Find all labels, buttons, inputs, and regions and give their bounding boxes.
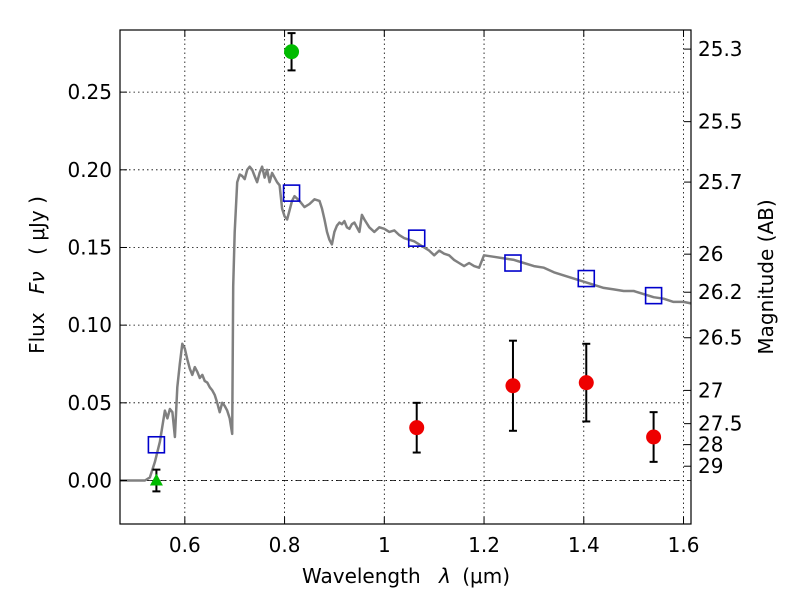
model-photometry-square	[577, 269, 596, 288]
model-photometry-square	[282, 184, 301, 202]
y2-tick-label: 28	[698, 433, 723, 457]
y-tick-label: 0.20	[67, 158, 112, 182]
observed-detection-point	[578, 375, 594, 391]
sed-model-curve	[120, 165, 692, 482]
y2-tick-label: 25.5	[698, 110, 743, 134]
model-photometry-square	[147, 435, 166, 454]
y-axis-label: Flux Fν ( μJy )	[25, 196, 49, 354]
x-tick-label: 1.6	[668, 533, 700, 557]
y-tick-label: 0.25	[67, 80, 112, 104]
y-axis-label-text: Flux	[25, 312, 49, 354]
grid	[120, 30, 691, 524]
y-tick-label: 0.05	[67, 391, 112, 415]
markers-layer	[147, 32, 663, 493]
y2-tick-label: 26	[698, 242, 723, 266]
y2-tick-label: 25.3	[698, 37, 743, 61]
observed-detection-point	[646, 429, 662, 445]
axes-layer: 0.6 0.8 1 1.2 1.4 1.6 0.00 0.05 0.10 0.15 0.20 0.25…	[67, 29, 743, 557]
x-axis-label: Wavelength λ (μm)	[302, 564, 510, 588]
x-axis-label-unit: (μm)	[462, 564, 510, 588]
x-tick-label: 1	[378, 533, 391, 557]
x-tick-label: 1.2	[468, 533, 500, 557]
y2-tick-label: 26.2	[698, 280, 743, 304]
x-tick-label: 0.8	[269, 533, 301, 557]
x-tick-label: 0.6	[169, 533, 201, 557]
green-detection-point	[284, 44, 300, 60]
y2-tick-label: 27.5	[698, 412, 743, 436]
plot-frame	[119, 29, 692, 525]
model-photometry-square	[504, 254, 522, 272]
y2-tick-label: 25.7	[698, 170, 743, 194]
observed-detection-point	[409, 420, 425, 436]
y2-tick-label: 29	[698, 454, 723, 478]
sed-model-layer	[120, 165, 692, 482]
y2-axis-label: Magnitude (AB)	[754, 199, 778, 354]
y2-tick-label: 27	[698, 378, 723, 402]
y2-tick-label: 26.5	[698, 326, 743, 350]
model-photometry-square	[644, 286, 663, 305]
x-axis-label-symbol: λ	[438, 564, 451, 588]
model-photometry-square	[407, 229, 426, 247]
observed-detection-point	[505, 378, 521, 394]
x-tick-label: 1.4	[568, 533, 600, 557]
y-tick-label: 0.10	[67, 313, 112, 337]
x-axis-label-text: Wavelength	[302, 564, 421, 588]
y-axis-label-unit: ( μJy )	[25, 196, 49, 255]
y-tick-label: 0.00	[67, 469, 112, 493]
y-axis-label-symbol: Fν	[25, 271, 49, 294]
y-tick-label: 0.15	[67, 235, 112, 259]
green-upper-limit-triangle	[149, 473, 163, 486]
